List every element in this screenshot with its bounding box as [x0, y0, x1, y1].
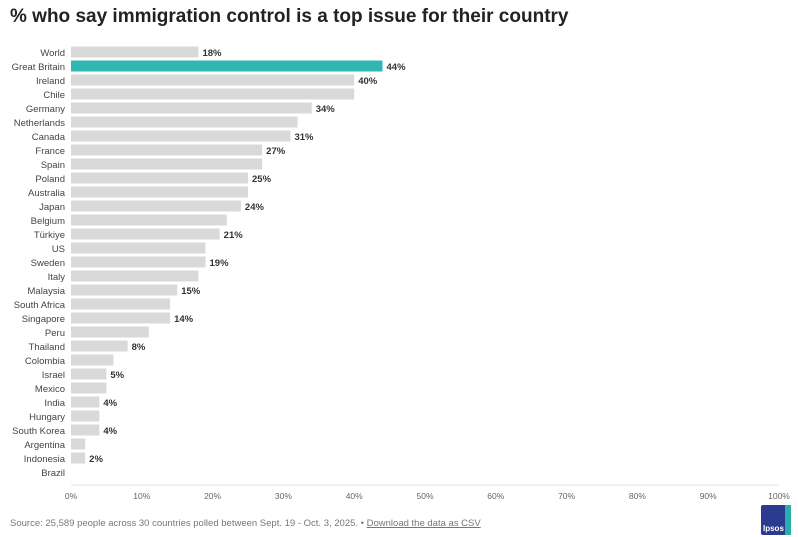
bar-peru [71, 326, 149, 338]
category-label: Netherlands [14, 118, 65, 129]
bar-spain [71, 158, 263, 170]
category-label: Argentina [24, 440, 65, 451]
source-text: Source: 25,589 people across 30 countrie… [10, 518, 364, 529]
bar-argentina [71, 438, 86, 450]
bar-chile [71, 88, 355, 100]
x-tick-label: 30% [275, 491, 292, 500]
data-label: 34% [316, 104, 336, 115]
category-label: Türkiye [34, 230, 65, 241]
category-label: Brazil [41, 468, 65, 479]
bar-hungary [71, 410, 100, 422]
data-label: 5% [110, 370, 124, 381]
category-label: Japan [39, 202, 65, 213]
category-label: South Africa [14, 300, 66, 311]
bar-canada [71, 130, 291, 142]
category-label: Spain [41, 160, 65, 171]
x-tick-label: 40% [346, 491, 363, 500]
category-label: Hungary [29, 412, 65, 423]
bar-colombia [71, 354, 114, 366]
category-label: Belgium [31, 216, 65, 227]
x-tick-label: 90% [700, 491, 717, 500]
download-csv-link[interactable]: Download the data as CSV [366, 518, 481, 529]
category-label: Thailand [29, 342, 65, 353]
bar-mexico [71, 382, 107, 394]
category-label: Italy [48, 272, 66, 283]
bar-south-korea [71, 424, 100, 436]
data-label: 4% [103, 398, 117, 409]
category-label: Great Britain [12, 62, 65, 73]
x-tick-label: 50% [416, 491, 433, 500]
category-label: Germany [26, 104, 65, 115]
category-label: US [52, 244, 65, 255]
x-tick-label: 20% [204, 491, 221, 500]
data-label: 8% [132, 342, 146, 353]
bar-sweden [71, 256, 206, 268]
bar-france [71, 144, 263, 156]
bar-chart: World 18% Great Britain 44% Ireland 40% Chile G… [12, 46, 790, 500]
category-label: Poland [35, 174, 65, 185]
x-tick-label: 60% [487, 491, 504, 500]
category-label: Sweden [31, 258, 65, 269]
category-label: France [35, 146, 65, 157]
x-tick-label: 80% [629, 491, 646, 500]
data-label: 2% [89, 454, 103, 465]
category-label: Peru [45, 328, 65, 339]
bar-netherlands [71, 116, 298, 128]
category-label: World [40, 48, 65, 59]
data-label: 27% [266, 146, 286, 157]
bar-australia [71, 186, 248, 198]
data-label: 4% [103, 426, 117, 437]
bar-great-britain [71, 60, 383, 72]
category-label: South Korea [12, 426, 66, 437]
x-tick-label: 10% [133, 491, 150, 500]
data-label: 21% [224, 230, 244, 241]
data-label: 31% [294, 132, 314, 143]
bar-italy [71, 270, 199, 282]
bar-israel [71, 368, 107, 380]
category-label: Mexico [35, 384, 65, 395]
bar-thailand [71, 340, 128, 352]
category-label: Canada [32, 132, 66, 143]
bar-ireland [71, 74, 355, 86]
data-label: 18% [202, 48, 222, 59]
bar-belgium [71, 214, 227, 226]
bar-poland [71, 172, 248, 184]
bar-singapore [71, 312, 171, 324]
category-label: Chile [43, 90, 65, 101]
category-label: Singapore [22, 314, 65, 325]
data-label: 15% [181, 286, 201, 297]
category-label: Colombia [25, 356, 66, 367]
category-label: Ireland [36, 76, 65, 87]
bar-south-africa [71, 298, 171, 310]
data-label: 40% [358, 76, 378, 87]
data-label: 14% [174, 314, 194, 325]
ipsos-logo: Ipsos [761, 505, 791, 535]
category-label: Indonesia [24, 454, 66, 465]
bar-world [71, 46, 199, 58]
bar-germany [71, 102, 312, 114]
x-tick-label: 70% [558, 491, 575, 500]
bar-japan [71, 200, 241, 212]
data-label: 44% [387, 62, 407, 73]
bar-indonesia [71, 452, 86, 464]
x-tick-label: 100% [768, 491, 790, 500]
bar-malaysia [71, 284, 178, 296]
source-note: Source: 25,589 people across 30 countrie… [10, 518, 481, 529]
category-label: Malaysia [28, 286, 66, 297]
category-label: Australia [28, 188, 66, 199]
data-label: 24% [245, 202, 265, 213]
data-label: 25% [252, 174, 272, 185]
category-label: Israel [42, 370, 65, 381]
bar-us [71, 242, 206, 254]
x-tick-label: 0% [65, 491, 78, 500]
category-label: India [44, 398, 65, 409]
bar-india [71, 396, 100, 408]
bar-türkiye [71, 228, 220, 240]
data-label: 19% [210, 258, 230, 269]
chart-title: % who say immigration control is a top i… [10, 6, 569, 27]
